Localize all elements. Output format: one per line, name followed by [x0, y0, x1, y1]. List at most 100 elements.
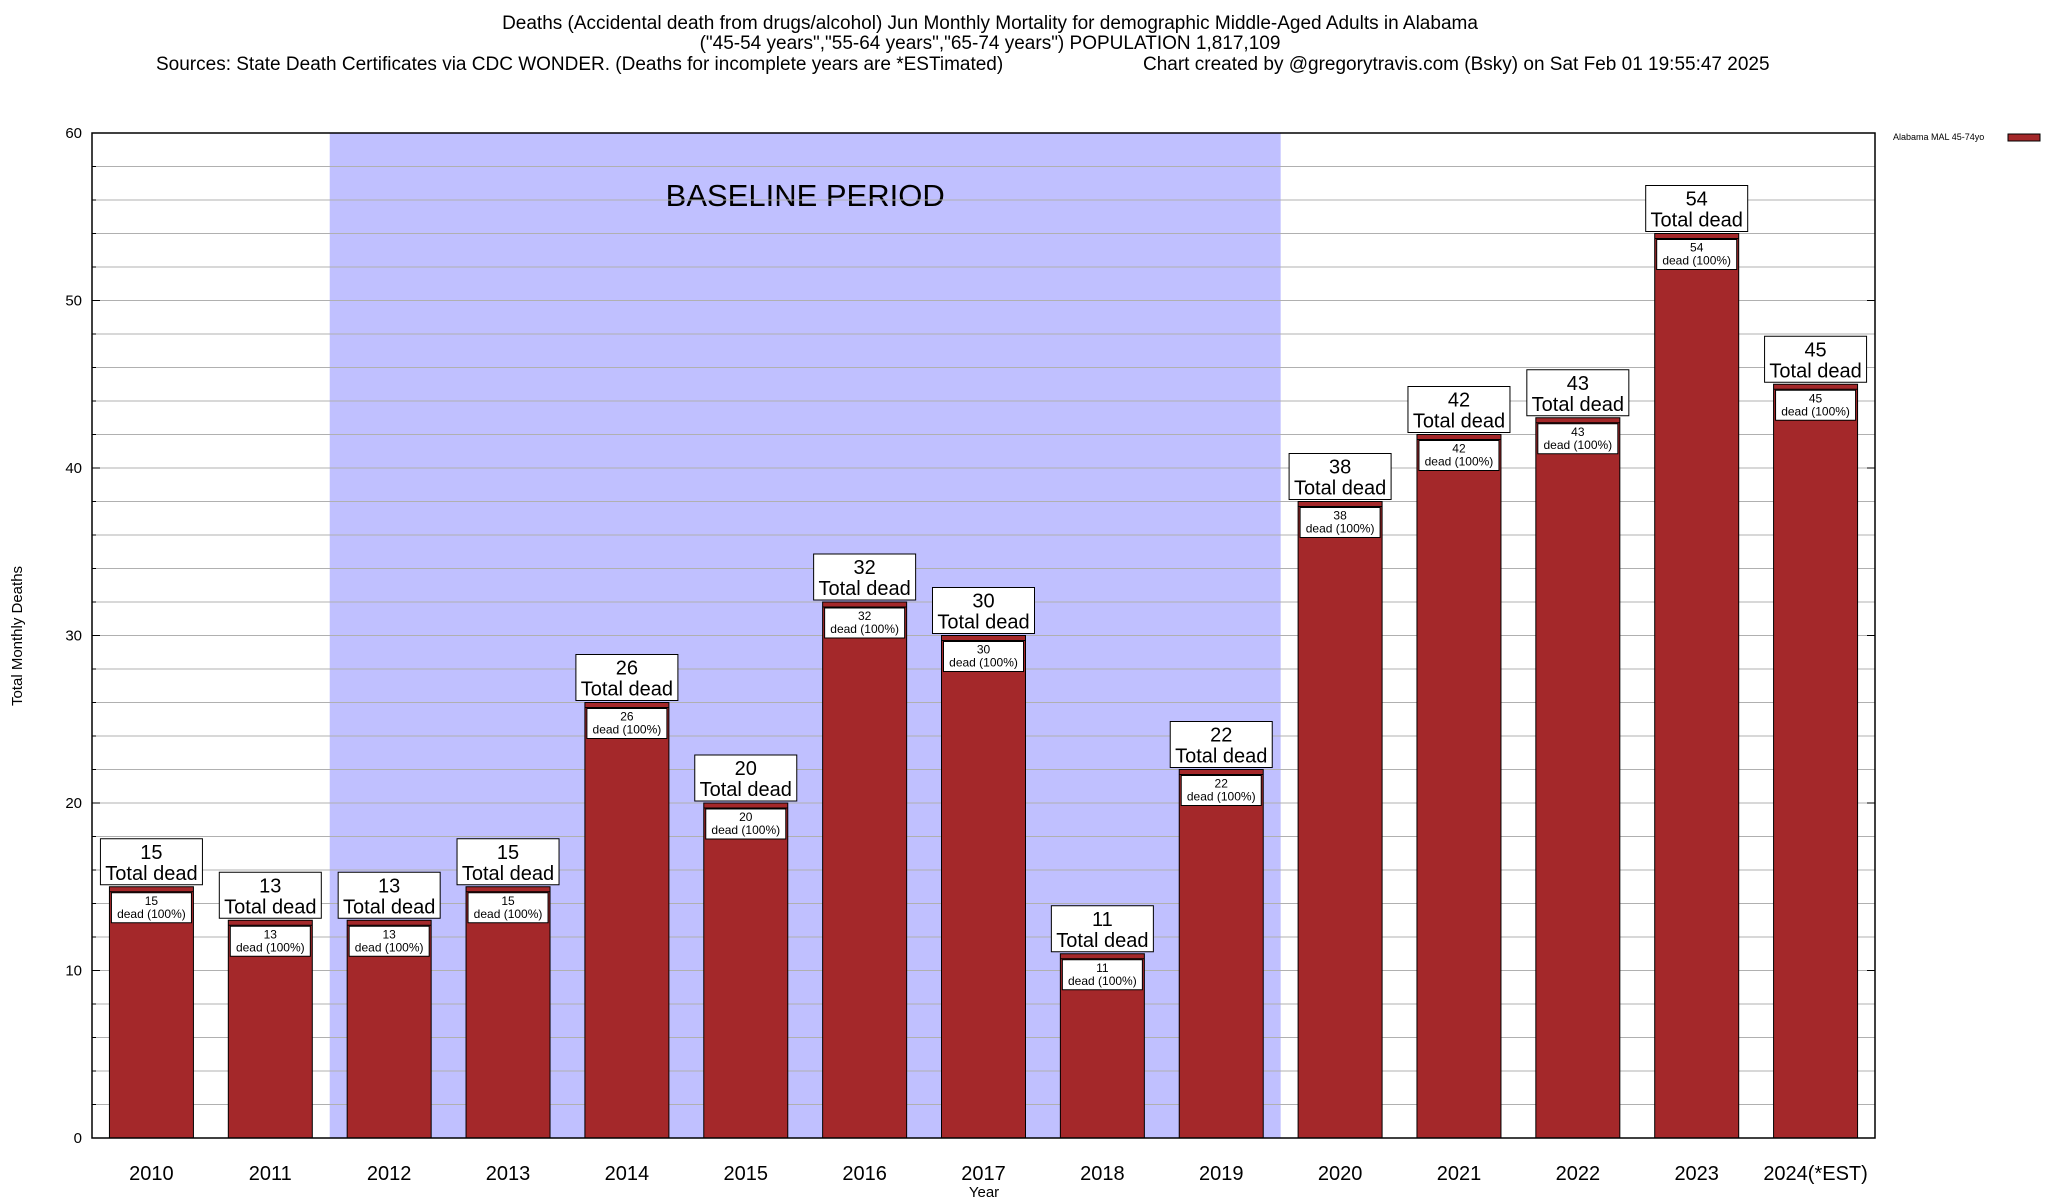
bar-inner-label-box	[348, 925, 430, 957]
bar-inner-label-box	[467, 892, 549, 924]
bar-top-label-box	[575, 654, 679, 701]
chart-title-line2: ("45-54 years","55-64 years","65-74 year…	[699, 33, 1281, 54]
chart-title-block: Deaths (Accidental death from drugs/alco…	[0, 14, 1980, 54]
bar	[1535, 417, 1621, 1139]
bar-inner-percent-label: dead (100%)	[1662, 254, 1731, 268]
bar-top-label-box	[99, 838, 203, 886]
x-tick-label: 2019	[1199, 1163, 1244, 1185]
bar-inner-percent-label: dead (100%)	[949, 656, 1018, 670]
bar-top-label-box	[932, 587, 1035, 634]
bar-inner-value-label: 45	[1809, 391, 1823, 405]
bar-inner-value-label: 11	[1096, 961, 1109, 975]
chart-title-line1: Deaths (Accidental death from drugs/alco…	[502, 13, 1478, 34]
bar	[703, 802, 789, 1139]
y-tick-label: 60	[65, 125, 82, 142]
chart-sources: Sources: State Death Certificates via CD…	[156, 54, 1004, 75]
bar-inner-value-label: 22	[1215, 777, 1229, 791]
bar-top-value-label: 11	[1092, 909, 1113, 931]
bar-inner-label-box	[1061, 959, 1143, 991]
bar-top-value-label: 15	[497, 842, 519, 864]
x-tick-label: 2024(*EST)	[1763, 1163, 1868, 1185]
bar-inner-percent-label: dead (100%)	[1187, 790, 1256, 804]
bar-top-label-box	[1169, 721, 1273, 768]
bar-inner-value-label: 42	[1452, 442, 1466, 456]
bar-inner-value-label: 13	[382, 927, 396, 941]
bar-top-label-box	[813, 553, 917, 601]
bar-top-value-label: 43	[1567, 373, 1589, 395]
bar-inner-label-box	[1775, 389, 1857, 421]
x-tick-label: 2012	[367, 1163, 412, 1185]
bar-top-total-label: Total dead	[700, 779, 792, 801]
bar-top-total-label: Total dead	[1769, 360, 1861, 382]
x-tick-label: 2011	[249, 1163, 292, 1185]
bar-inner-label-box	[1180, 775, 1262, 806]
bar-inner-value-label: 32	[858, 609, 872, 623]
x-tick-label: 2015	[724, 1163, 769, 1185]
bar-top-total-label: Total dead	[581, 679, 673, 701]
y-tick-label: 0	[74, 1130, 82, 1147]
bar-inner-value-label: 26	[620, 710, 634, 724]
bar-inner-percent-label: dead (100%)	[1425, 455, 1494, 469]
y-tick-label: 10	[65, 963, 82, 980]
bar-top-total-label: Total dead	[937, 612, 1029, 634]
x-tick-label: 2014	[605, 1163, 650, 1185]
bar-top-value-label: 38	[1329, 457, 1351, 479]
bar-inner-label-box	[1537, 423, 1619, 455]
bar-inner-value-label: 15	[501, 894, 515, 908]
bar-top-total-label: Total dead	[1413, 411, 1505, 433]
bar-inner-value-label: 30	[977, 643, 991, 657]
bar-top-total-label: Total dead	[1651, 210, 1743, 232]
bar-inner-value-label: 54	[1690, 241, 1704, 255]
bar-top-label-box	[1050, 905, 1154, 953]
bar-inner-percent-label: dead (100%)	[474, 907, 543, 921]
bar	[108, 886, 194, 1139]
bar-top-total-label: Total dead	[224, 896, 316, 918]
x-tick-label: 2018	[1080, 1163, 1125, 1185]
x-tick-label: 2020	[1318, 1163, 1363, 1185]
bar-top-label-box	[1764, 335, 1868, 383]
bar-top-value-label: 26	[616, 658, 638, 680]
x-tick-label: 2017	[961, 1163, 1006, 1185]
bar-top-label-box	[1407, 386, 1511, 433]
bar-top-value-label: 20	[735, 758, 757, 780]
bar	[1654, 233, 1740, 1139]
bar	[1297, 501, 1383, 1139]
bar-inner-label-box	[1299, 507, 1381, 538]
bar-top-value-label: 15	[140, 842, 162, 864]
bar	[1416, 434, 1502, 1139]
bar-inner-percent-label: dead (100%)	[236, 940, 305, 954]
bar-inner-label-box	[1656, 239, 1738, 270]
bar-top-value-label: 32	[854, 557, 876, 579]
bar-top-label-box	[218, 871, 322, 919]
bar	[822, 601, 908, 1139]
bar-top-label-box	[1645, 185, 1749, 232]
x-tick-label: 2022	[1556, 1163, 1601, 1185]
x-tick-label: 2023	[1674, 1163, 1719, 1185]
bar-top-total-label: Total dead	[818, 578, 910, 600]
bar-top-value-label: 42	[1448, 390, 1470, 412]
bar-inner-percent-label: dead (100%)	[1781, 404, 1850, 418]
bar-inner-value-label: 15	[145, 894, 159, 908]
bar	[1773, 383, 1859, 1139]
chart-credit: Chart created by @gregorytravis.com (Bsk…	[1143, 54, 1770, 75]
y-axis-label: Total Monthly Deaths	[9, 566, 26, 706]
y-tick-label: 30	[65, 628, 82, 645]
x-tick-label: 2013	[486, 1163, 531, 1185]
bar-top-label-box	[694, 754, 798, 802]
bar-top-value-label: 54	[1686, 189, 1708, 211]
bar	[941, 635, 1026, 1139]
bar-top-total-label: Total dead	[1294, 478, 1386, 500]
bar-top-value-label: 22	[1210, 725, 1232, 747]
bar-inner-label-box	[943, 641, 1024, 672]
bar-inner-label-box	[586, 708, 668, 739]
x-tick-label: 2016	[842, 1163, 887, 1185]
bar-top-label-box	[1526, 369, 1630, 417]
bar-inner-percent-label: dead (100%)	[117, 907, 186, 921]
x-axis-label: Year	[969, 1184, 999, 1200]
bar-inner-label-box	[824, 607, 906, 639]
baseline-period-label: BASELINE PERIOD	[666, 178, 945, 213]
bar-inner-percent-label: dead (100%)	[830, 622, 899, 636]
bar-inner-value-label: 43	[1571, 425, 1585, 439]
y-tick-label: 50	[65, 293, 82, 310]
x-tick-label: 2010	[129, 1163, 174, 1185]
